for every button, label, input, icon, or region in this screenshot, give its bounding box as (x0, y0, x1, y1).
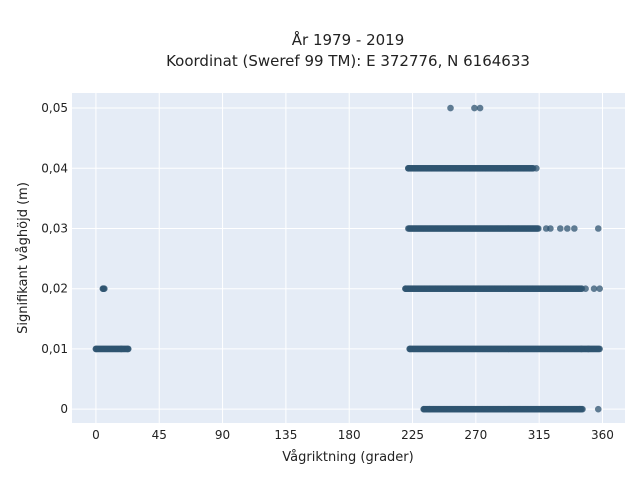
x-tick-label: 270 (464, 428, 487, 442)
chart-title-line1: År 1979 - 2019 (292, 30, 405, 49)
x-axis-ticks: 0 45 90 135 180 225 270 315 360 (92, 428, 614, 442)
x-tick-label: 0 (92, 428, 100, 442)
y-tick-label: 0,05 (41, 101, 68, 115)
x-tick-label: 360 (591, 428, 614, 442)
data-point (596, 285, 603, 293)
data-point (535, 225, 542, 232)
plot-area (72, 93, 625, 423)
y-tick-label: 0,02 (41, 282, 68, 296)
data-point (92, 345, 100, 353)
y-axis-ticks: 0 0,01 0,02 0,03 0,04 0,05 (41, 101, 68, 416)
data-point (447, 104, 454, 112)
data-point (406, 345, 414, 353)
data-point (578, 345, 585, 353)
x-tick-label: 45 (152, 428, 167, 442)
data-point (124, 345, 132, 353)
data-point (420, 405, 428, 413)
data-point (556, 225, 564, 232)
x-tick-label: 135 (274, 428, 297, 442)
y-tick-label: 0,04 (41, 161, 68, 175)
data-point (117, 345, 125, 353)
x-tick-label: 225 (401, 428, 424, 442)
data-point (596, 345, 603, 353)
data-point (585, 345, 592, 353)
y-tick-label: 0,01 (41, 342, 68, 356)
data-point (582, 285, 589, 293)
data-point (426, 405, 433, 413)
x-tick-label: 90 (215, 428, 230, 442)
x-tick-label: 180 (338, 428, 361, 442)
data-point (547, 225, 554, 232)
data-point (471, 104, 478, 112)
data-point (402, 285, 409, 293)
x-tick-label: 315 (528, 428, 551, 442)
y-axis-label: Signifikant våghöjd (m) (16, 182, 31, 334)
data-point (476, 104, 484, 112)
data-point (571, 225, 578, 232)
data-point (101, 285, 108, 293)
data-point (576, 405, 584, 413)
y-tick-label: 0 (60, 402, 68, 416)
data-points (92, 104, 603, 413)
y-tick-label: 0,03 (41, 221, 68, 235)
chart-title-line2: Koordinat (Sweref 99 TM): E 372776, N 61… (166, 52, 530, 70)
x-axis-label: Vågriktning (grader) (282, 450, 413, 465)
data-point (564, 225, 571, 232)
data-point (594, 225, 602, 232)
data-point (405, 164, 412, 172)
data-point (594, 405, 602, 413)
data-point (590, 285, 598, 293)
data-point (533, 164, 540, 172)
